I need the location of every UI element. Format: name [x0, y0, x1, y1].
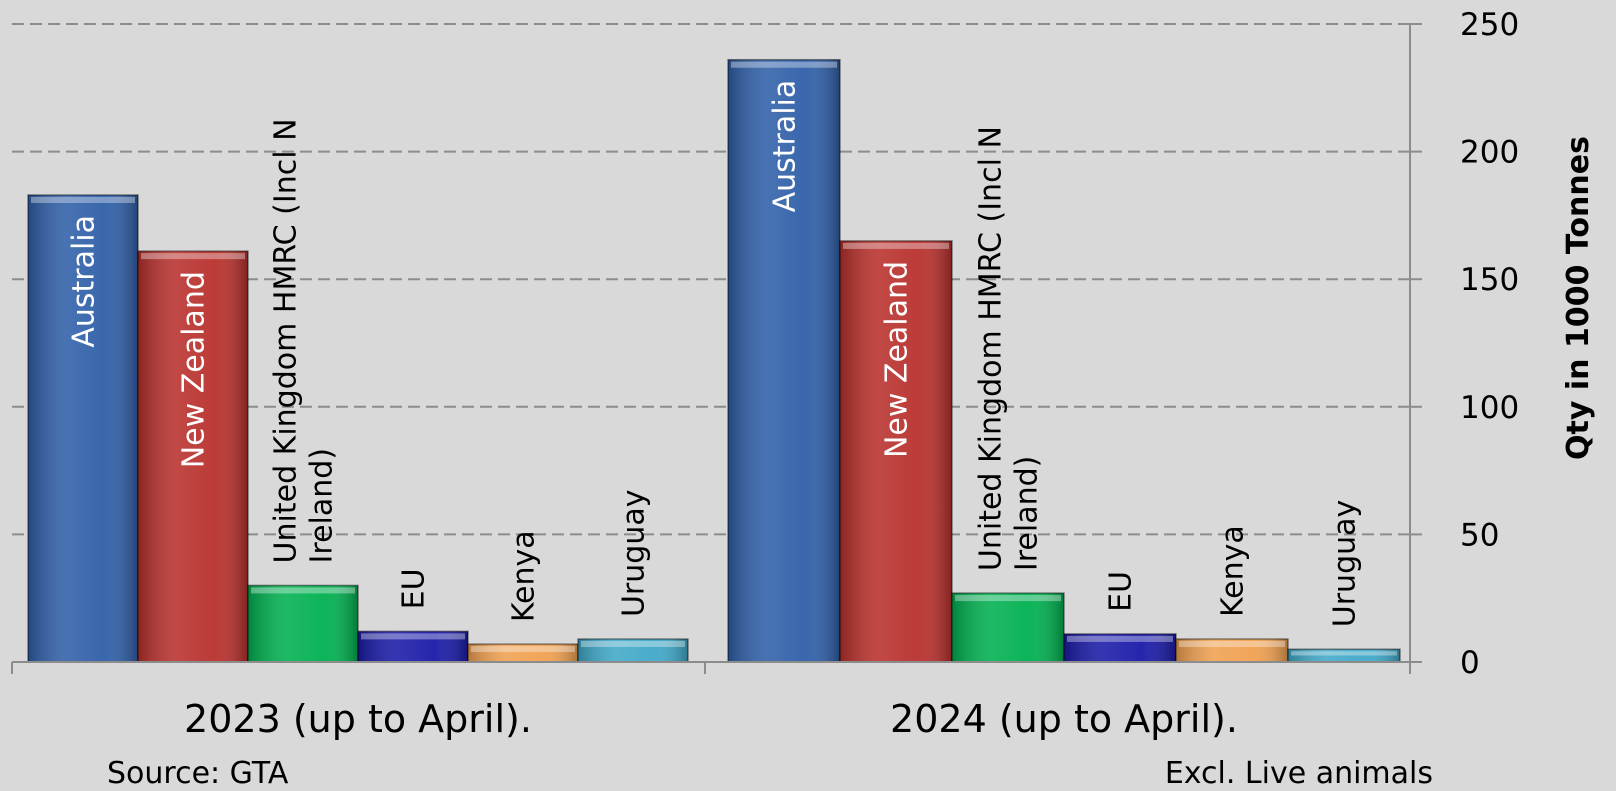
- bar-label-kenya: Kenya: [507, 530, 542, 622]
- bar-label-kenya: Kenya: [1216, 525, 1251, 617]
- bar-label-new-zealand: New Zealand: [177, 271, 212, 468]
- bar-label-united-kingdom-hmrc-incl-n-ireland: Ireland): [1010, 456, 1045, 571]
- y-tick-label: 50: [1460, 517, 1499, 553]
- bar-shading: [1064, 633, 1176, 662]
- bar-label-united-kingdom-hmrc-incl-n-ireland: United Kingdom HMRC (Incl N: [974, 126, 1009, 571]
- bar-label-eu: EU: [397, 568, 432, 609]
- bar-highlight: [581, 641, 685, 648]
- bar-labels: 2023 (up to April). Australia New Zealand U…: [67, 80, 1363, 741]
- exclusion-note: Excl. Live animals: [1165, 756, 1433, 791]
- y-axis-title: Qty in 1000 Tonnes: [1561, 136, 1596, 460]
- bar-label-eu: EU: [1104, 571, 1139, 612]
- bar-highlight: [1179, 641, 1285, 648]
- bar-shading: [1176, 639, 1288, 662]
- y-tick-label: 250: [1460, 7, 1519, 43]
- bar-shading: [138, 251, 248, 663]
- y-tick-label: 100: [1460, 390, 1519, 426]
- y-tick-label: 150: [1460, 262, 1519, 298]
- bar-highlight: [731, 61, 837, 68]
- y-tick-label: 0: [1460, 645, 1480, 681]
- bar-highlight: [471, 646, 575, 653]
- bar-label-uruguay: Uruguay: [1328, 500, 1363, 628]
- bar-label-united-kingdom-hmrc-incl-n-ireland: United Kingdom HMRC (Incl N: [269, 118, 304, 563]
- source-note: Source: GTA: [107, 756, 289, 791]
- bar-shading: [358, 631, 468, 662]
- bar-label-australia: Australia: [768, 80, 803, 213]
- bar-shading: [578, 639, 688, 662]
- category-label: 2024 (up to April).: [890, 697, 1238, 741]
- bar-highlight: [1291, 651, 1397, 656]
- bar-label-australia: Australia: [67, 215, 102, 348]
- bar-shading: [248, 585, 358, 662]
- bar-label-new-zealand: New Zealand: [880, 261, 915, 458]
- bar-shading: [28, 194, 138, 662]
- bar-label-united-kingdom-hmrc-incl-n-ireland: Ireland): [305, 448, 340, 563]
- bar-highlight: [141, 253, 245, 260]
- bar-shading: [952, 593, 1064, 662]
- category-label: 2023 (up to April).: [184, 697, 532, 741]
- bar-highlight: [361, 633, 465, 640]
- bar-label-uruguay: Uruguay: [617, 490, 652, 618]
- bar-highlight: [955, 595, 1061, 602]
- bar-shading: [728, 59, 840, 662]
- bar-shading: [468, 644, 578, 662]
- bar-highlight: [1067, 635, 1173, 642]
- bar-highlight: [251, 587, 355, 594]
- bar-shading: [1288, 649, 1400, 662]
- bar-highlight: [31, 196, 135, 203]
- bars: [27, 58, 1401, 663]
- y-axis: 0 50 100 150 200 250: [11, 7, 1519, 681]
- y-tick-label: 200: [1460, 135, 1519, 171]
- bar-highlight: [843, 242, 949, 249]
- bar-shading: [840, 240, 952, 663]
